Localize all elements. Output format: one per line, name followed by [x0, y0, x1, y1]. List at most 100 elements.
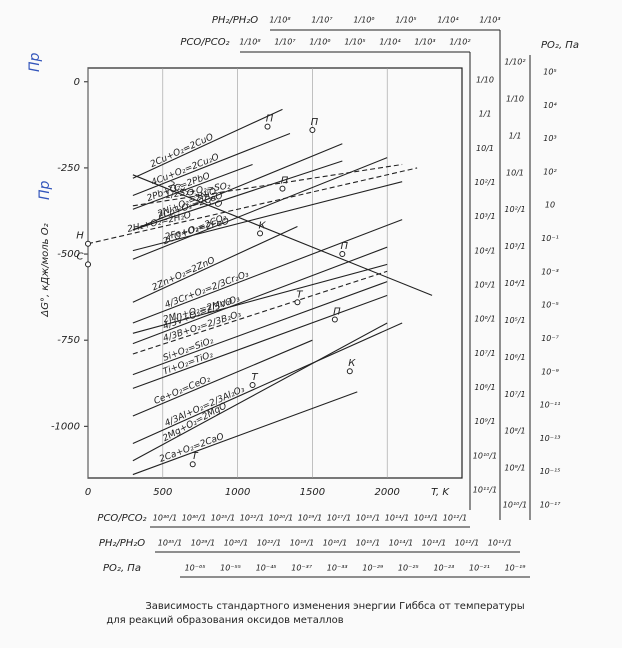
scale-label: 1/10³	[414, 38, 435, 47]
reaction-line	[132, 246, 388, 345]
annotation: Т	[252, 372, 259, 383]
scale-label: 10⁻⁶⁵	[185, 564, 206, 573]
transition-point	[339, 251, 346, 258]
y-tick-label: 0	[74, 77, 80, 88]
scale-label: 10¹⁵/1	[356, 514, 380, 523]
scale-label: 10⁹/1	[474, 417, 495, 426]
annotation: К	[258, 220, 266, 231]
scale-label: 1/10⁵	[395, 16, 416, 25]
scale-label: 1/10⁵	[344, 38, 365, 47]
scale-label: 10¹²/1	[455, 539, 479, 548]
scale-label: 1/1	[509, 131, 522, 140]
y-tick-label: -1000	[51, 421, 80, 432]
scale-label: 1/10²	[504, 58, 526, 67]
reaction-line	[132, 157, 388, 260]
annotation: П	[266, 114, 274, 125]
scale-label: 10¹³/1	[414, 514, 438, 523]
reaction-line	[132, 270, 388, 355]
annotation: C	[77, 251, 84, 262]
scale-label: 10¹⁹/1	[298, 514, 322, 523]
scale-label: 1/10⁷	[274, 38, 296, 47]
scale-label: 10²²/1	[240, 514, 264, 523]
scale-label: 10⁻¹	[541, 234, 559, 243]
scale-label: 1/10⁸	[269, 16, 291, 25]
transition-point	[249, 381, 256, 388]
scale-label: 10¹⁴/1	[389, 539, 413, 548]
transition-point	[346, 368, 353, 375]
scale-label: 10⁻²⁵	[398, 564, 419, 573]
reaction-line	[132, 181, 403, 252]
scale-label: 10¹⁰/1	[503, 501, 527, 510]
scale-label: 10¹⁷/1	[327, 514, 351, 523]
scale-label: 1/10⁶	[309, 38, 331, 47]
scale-label: 10¹³/1	[422, 539, 446, 548]
x-axis-title: T, K	[431, 487, 450, 498]
reaction-line	[132, 219, 403, 324]
annotation: H	[76, 231, 84, 242]
scale-label: 10²²/1	[257, 539, 281, 548]
handwritten-note: Пр	[27, 52, 43, 72]
annotation: П	[341, 241, 349, 252]
scale-label: 10⁴/1	[504, 279, 525, 288]
scale-label: 1/10⁴	[437, 16, 459, 25]
transition-point	[85, 240, 91, 247]
scale-label: 10¹⁸/1	[290, 539, 314, 548]
scale-label: 10¹¹/1	[473, 486, 497, 495]
caption-line: для реакций образования оксидов металлов	[106, 615, 343, 626]
scale-label: 10⁷/1	[474, 349, 495, 358]
scale-label: 10⁻⁹	[541, 367, 559, 376]
scale-label: 1/1	[479, 110, 492, 119]
scale-label: 10⁻³⁷	[291, 564, 313, 573]
scale-label: 10³/1	[474, 212, 495, 221]
reaction-line	[87, 167, 418, 245]
scale-label: 10¹⁵/1	[356, 539, 380, 548]
scale-label: 10⁻¹³	[540, 434, 561, 443]
scale-label: 1/10	[476, 76, 494, 85]
scale-title: PH₂/PH₂O	[99, 538, 145, 549]
scale-label: 10⁻¹⁹	[505, 564, 527, 573]
scale-label: 10¹¹/1	[488, 539, 512, 548]
reaction-line	[132, 263, 388, 334]
scale-label: 10⁵/1	[504, 316, 525, 325]
scale-label: 10¹⁴/1	[385, 514, 409, 523]
reaction-line	[132, 391, 358, 476]
scale-label: 1/10⁸	[239, 38, 261, 47]
scale-label: 10¹⁶/1	[323, 539, 347, 548]
scale-label: 10	[545, 201, 555, 210]
scale-label: 10⁻¹⁵	[540, 467, 561, 476]
transition-point	[189, 461, 196, 468]
reaction-line	[132, 281, 388, 376]
scale-label: 10⁻²¹	[469, 564, 490, 573]
y-tick-label: -250	[57, 163, 80, 174]
scale-label: 1/10⁴	[379, 38, 401, 47]
x-tick-label: 500	[153, 487, 172, 498]
scale-label: 10⁹/1	[504, 464, 525, 473]
scale-title: PH₂/PH₂O	[212, 15, 258, 26]
transition-point	[264, 123, 271, 130]
reaction-line	[132, 225, 298, 303]
reaction-line	[132, 174, 433, 296]
annotation: П	[311, 117, 319, 128]
scale-label: 10¹²/1	[443, 514, 467, 523]
scale-label: 10⁻²⁹	[362, 564, 384, 573]
reaction-line	[132, 160, 343, 231]
annotation: П	[333, 307, 341, 318]
scale-label: 10³	[543, 134, 556, 143]
x-tick-label: 2000	[374, 487, 399, 498]
scale-title: PO₂, Па	[541, 40, 579, 51]
scale-label: 10⁶/1	[504, 353, 525, 362]
scale-label: 10³⁵/1	[158, 539, 182, 548]
annotation: П	[281, 176, 289, 187]
scale-label: 10⁵	[543, 68, 556, 77]
transition-point	[331, 316, 338, 323]
transition-point	[257, 230, 264, 237]
scale-label: 10⁻³³	[327, 564, 348, 573]
reaction-line	[132, 163, 253, 210]
scale-label: 10⁻²³	[433, 564, 454, 573]
scale-title: PO₂, Па	[103, 563, 141, 574]
scale-label: 10⁻¹¹	[540, 401, 561, 410]
scale-label: 10/1	[506, 168, 524, 177]
reaction-line	[132, 322, 388, 462]
scale-label: 1/10²	[449, 38, 471, 47]
scale-label: 10²⁰/1	[269, 514, 293, 523]
